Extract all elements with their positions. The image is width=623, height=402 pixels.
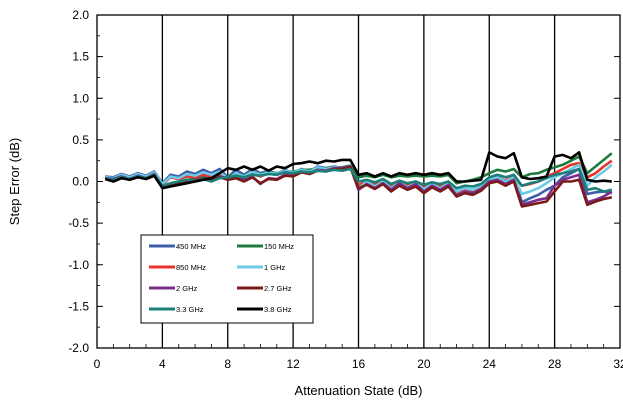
y-tick-label--2.0: -2.0 [68,341,89,355]
legend-label: 850 MHz [176,263,206,272]
y-tick-label-1.5: 1.5 [72,50,89,64]
series-line-3.8-ghz [104,151,612,190]
series-line-3.3-ghz [104,167,613,193]
legend-label: 2.7 GHz [264,284,292,293]
x-axis-label: Attenuation State (dB) [295,383,423,398]
y-tick-label-0.5: 0.5 [72,133,89,147]
legend-label: 150 MHz [264,242,294,251]
y-tick-label--0.5: -0.5 [68,216,89,230]
x-tick-label-12: 12 [286,357,300,371]
y-tick-label-2.0: 2.0 [72,8,89,22]
x-tick-label-16: 16 [352,357,366,371]
legend-label: 2 GHz [176,284,198,293]
legend-label: 450 MHz [176,242,206,251]
y-axis-label: Step Error (dB) [7,138,22,225]
series-group [104,151,613,208]
legend-label: 3.8 GHz [264,305,292,314]
x-tick-label-4: 4 [159,357,166,371]
x-tick-label-32: 32 [613,357,623,371]
x-tick-label-24: 24 [483,357,497,371]
legend-label: 3.3 GHz [176,305,204,314]
x-tick-label-0: 0 [94,357,101,371]
x-tick-label-28: 28 [548,357,562,371]
legend: 450 MHz 150 MHz 850 MHz 1 GHz 2 GHz 2.7 GHz 3.… [140,234,314,324]
y-tick-label--1.5: -1.5 [68,299,89,313]
tick-labels: 0 4 8 12 16 20 24 28 32 -2.0 -1.5 -1.0 -0.5 0.0 0.5 1.0… [68,8,623,371]
legend-label: 1 GHz [264,263,286,272]
y-tick-label-1.0: 1.0 [72,91,89,105]
y-tick-label-0.0: 0.0 [72,175,89,189]
axis-ticks [96,14,621,349]
y-tick-label--1.0: -1.0 [68,258,89,272]
x-tick-label-8: 8 [224,357,231,371]
x-tick-label-20: 20 [417,357,431,371]
